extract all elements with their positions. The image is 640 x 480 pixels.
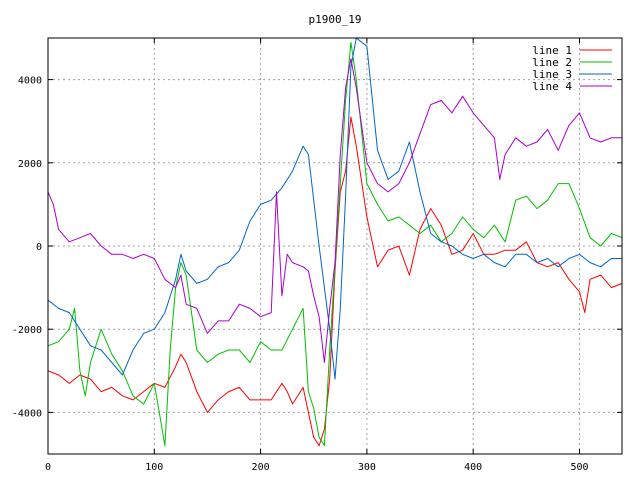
x-tick-label: 500 — [570, 462, 588, 473]
series-group — [48, 38, 622, 447]
x-tick-label: 400 — [464, 462, 482, 473]
axis-ticks: 0 100 200 300 400 500 -4000 -2000 0 2000 4000 — [12, 38, 622, 473]
x-tick-label: 200 — [252, 462, 270, 473]
series-line-3 — [48, 38, 622, 380]
chart-title: p1900_19 — [309, 13, 362, 26]
y-tick-label: 4000 — [18, 76, 42, 87]
grid — [48, 38, 622, 454]
legend-label: line 2 — [532, 56, 572, 69]
series-line-1 — [48, 116, 622, 447]
x-tick-label: 100 — [145, 462, 163, 473]
x-tick-label: 300 — [358, 462, 376, 473]
legend-label: line 4 — [532, 80, 572, 93]
y-tick-label: -4000 — [12, 408, 42, 419]
y-tick-label: 2000 — [18, 159, 42, 170]
series-line-2 — [48, 41, 622, 447]
y-tick-label: 0 — [36, 242, 42, 253]
x-tick-label: 0 — [45, 462, 51, 473]
series-line-4 — [48, 58, 622, 363]
legend-label: line 1 — [532, 44, 572, 57]
y-tick-label: -2000 — [12, 325, 42, 336]
legend-label: line 3 — [532, 68, 572, 81]
